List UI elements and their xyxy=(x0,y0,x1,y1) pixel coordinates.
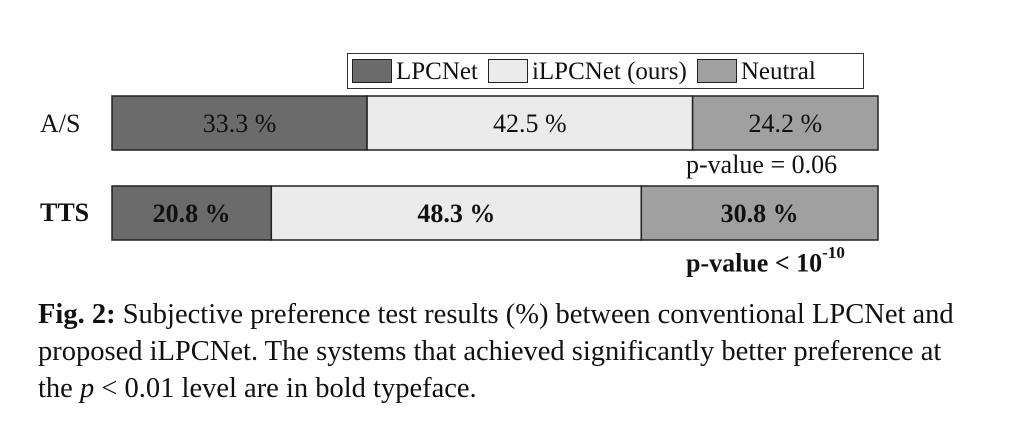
legend-item-ilpcnet: iLPCNet (ours) xyxy=(484,54,693,88)
value-label-tts-ilpcnet: 48.3 % xyxy=(417,199,495,228)
caption-math-rest: < 0.01 xyxy=(94,373,175,404)
value-label-a-s-ilpcnet: 42.5 % xyxy=(493,109,567,138)
bar-tts-ilpcnet xyxy=(270,185,643,241)
legend-label-lpcnet: LPCNet xyxy=(396,57,478,85)
figure-caption: Fig. 2: Subjective preference test resul… xyxy=(38,296,978,407)
pvalue-as: p-value = 0.06 xyxy=(686,150,838,179)
caption-text-after: level are in bold typeface. xyxy=(174,373,477,404)
pvalue-tts: p-value < 10-10 xyxy=(686,244,845,278)
legend-swatch-ilpcnet xyxy=(487,59,528,83)
legend-item-lpcnet: LPCNet xyxy=(348,54,484,88)
legend-swatch-neutral xyxy=(696,59,737,83)
legend-label-neutral: Neutral xyxy=(740,57,816,85)
legend-item-neutral: Neutral xyxy=(693,54,822,88)
caption-text-before: Subjective preference test results (%) b… xyxy=(38,299,954,404)
value-label-tts-lpcnet: 20.8 % xyxy=(153,199,231,228)
caption-math-p: p xyxy=(79,373,95,404)
value-label-a-s-neutral: 24.2 % xyxy=(748,109,822,138)
legend-label-ilpcnet: iLPCNet (ours) xyxy=(531,57,687,85)
pvalue-tts-exp: -10 xyxy=(822,243,845,262)
value-label-a-s-lpcnet: 33.3 % xyxy=(203,109,277,138)
value-label-tts-neutral: 30.8 % xyxy=(721,199,799,228)
bar-a-s-lpcnet xyxy=(111,95,368,151)
caption-fig-label: Fig. 2: xyxy=(38,299,116,330)
row-label-as: A/S xyxy=(40,109,81,138)
legend-swatch-lpcnet xyxy=(352,59,392,83)
legend: LPCNet iLPCNet (ours) Neutral xyxy=(347,53,864,89)
pvalue-tts-base: p-value < 10 xyxy=(686,248,823,278)
preference-chart: 33.3 % 42.5 % 24.2 % 20.8 % 48.3 % 30.8 % xyxy=(111,95,879,241)
bar-a-s-neutral xyxy=(691,95,879,151)
bar-a-s-ilpcnet xyxy=(366,95,694,151)
row-label-tts: TTS xyxy=(40,198,90,227)
bar-tts-neutral xyxy=(640,185,879,241)
